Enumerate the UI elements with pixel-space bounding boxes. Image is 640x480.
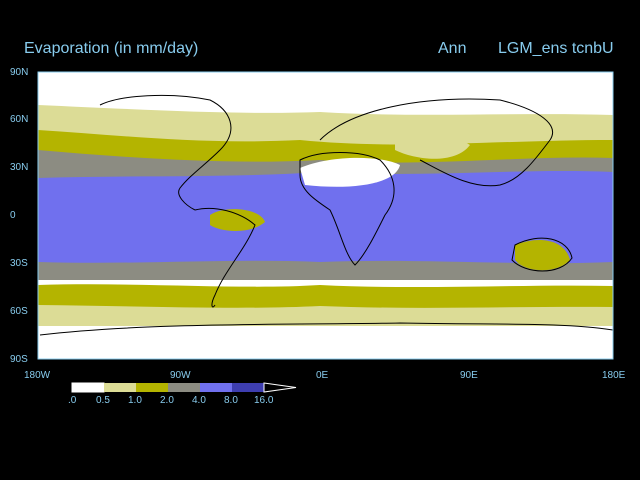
y-tick-label: 90N [10, 67, 29, 78]
coast-south-america [194, 207, 256, 308]
colorbar-arrow [263, 382, 297, 393]
amazon-olive [210, 209, 265, 231]
colorbar-swatch-6 [232, 383, 264, 392]
colorbar-swatch-1 [71, 382, 105, 393]
y-tick-label: 0 [10, 210, 16, 221]
coastlines [39, 94, 613, 336]
band-antarctic [38, 326, 613, 359]
colorbar-swatch-3 [136, 383, 168, 392]
coast-australia [511, 237, 573, 272]
coast-north-america [99, 94, 232, 211]
colorbar-label: 2.0 [160, 395, 174, 406]
y-tick-label: 60S [10, 306, 28, 317]
x-tick-label: 0E [316, 370, 329, 381]
coast-antarctica [39, 322, 613, 336]
coast-eurasia [319, 98, 553, 187]
australia-olive [515, 240, 570, 271]
x-tick-label: 180E [602, 370, 626, 381]
map-frame [37, 71, 614, 360]
band-south-olive [38, 284, 613, 310]
colorbar-swatch-2 [104, 383, 136, 392]
colorbar-label: 16.0 [254, 395, 274, 406]
colorbar-label: 8.0 [224, 395, 238, 406]
x-tick-label: 180W [24, 370, 51, 381]
colorbar-label: 4.0 [192, 395, 206, 406]
y-tick-label: 60N [10, 114, 29, 125]
colorbar-swatch-5 [200, 383, 232, 392]
colorbar-label: 1.0 [128, 395, 142, 406]
map-title: Evaporation (in mm/day) [24, 40, 199, 57]
coast-africa [299, 152, 395, 266]
x-tick-label: 90E [460, 370, 478, 381]
evaporation-field [38, 72, 613, 359]
season-label: Ann [438, 40, 467, 57]
y-tick-label: 30S [10, 258, 28, 269]
colorbar-label: 0.5 [96, 395, 110, 406]
run-label: LGM_ens tcnbU [498, 40, 614, 57]
band-tropics-blue [38, 171, 613, 264]
colorbar-label: .0 [68, 395, 77, 406]
band-south-light [38, 305, 613, 328]
sahara-dry [300, 157, 400, 187]
y-tick-label: 30N [10, 162, 29, 173]
y-tick-label: 90S [10, 354, 28, 365]
colorbar-swatch-4 [168, 383, 200, 392]
x-tick-label: 90W [170, 370, 191, 381]
central-asia-dry [395, 133, 470, 159]
colorbar [71, 382, 297, 393]
